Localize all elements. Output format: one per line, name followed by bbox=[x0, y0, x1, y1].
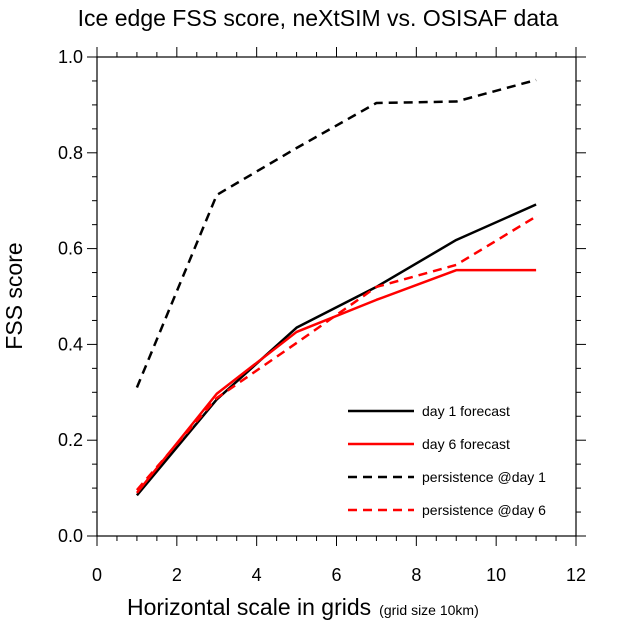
x-tick-label: 0 bbox=[92, 565, 102, 585]
x-tick-label: 12 bbox=[566, 565, 586, 585]
y-tick-label: 0.6 bbox=[58, 239, 83, 259]
legend-label: day 6 forecast bbox=[422, 436, 510, 452]
y-tick-label: 0.4 bbox=[58, 334, 83, 354]
series-line-day-6-forecast bbox=[137, 270, 536, 493]
legend-label: day 1 forecast bbox=[422, 403, 510, 419]
x-axis-label-main: Horizontal scale in grids bbox=[127, 594, 371, 620]
y-tick-label: 1.0 bbox=[58, 47, 83, 67]
legend-label: persistence @day 6 bbox=[422, 502, 546, 518]
y-tick-label: 0.2 bbox=[58, 430, 83, 450]
x-tick-label: 2 bbox=[172, 565, 182, 585]
series-line-persistence-day-1 bbox=[137, 80, 536, 388]
legend-label: persistence @day 1 bbox=[422, 469, 546, 485]
y-axis-label: FSS score bbox=[1, 242, 27, 349]
x-tick-label: 8 bbox=[411, 565, 421, 585]
chart-title: Ice edge FSS score, neXtSIM vs. OSISAF d… bbox=[78, 5, 559, 31]
x-tick-label: 10 bbox=[486, 565, 506, 585]
x-tick-label: 4 bbox=[252, 565, 262, 585]
plot-frame bbox=[97, 57, 576, 536]
x-axis-label-sub: (grid size 10km) bbox=[379, 602, 479, 618]
y-tick-label: 0.0 bbox=[58, 526, 83, 546]
x-axis-label: Horizontal scale in grids (grid size 10km… bbox=[127, 594, 479, 620]
y-tick-label: 0.8 bbox=[58, 143, 83, 163]
x-tick-label: 6 bbox=[331, 565, 341, 585]
